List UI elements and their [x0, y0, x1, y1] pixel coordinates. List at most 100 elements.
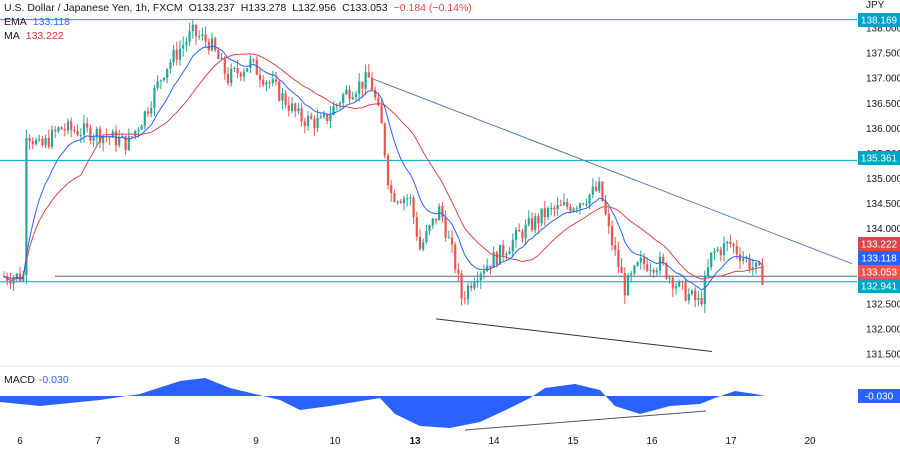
trendlines: [370, 77, 853, 352]
low-value: L132.956: [292, 2, 337, 14]
candle-body: [278, 81, 281, 101]
candle: [524, 219, 527, 246]
candle-body: [582, 203, 585, 205]
candle-body: [12, 277, 15, 284]
candle: [220, 53, 223, 60]
candle: [630, 270, 633, 282]
candle-body: [601, 181, 604, 201]
candle: [537, 213, 540, 232]
candle-body: [198, 36, 201, 38]
candle: [214, 36, 217, 52]
candle: [178, 40, 182, 66]
symbol-title[interactable]: U.S. Dollar / Japanese Yen, 1h, FXCM: [4, 2, 183, 14]
candle-body: [86, 123, 89, 128]
candle-body: [684, 282, 687, 301]
candle-body: [706, 267, 710, 277]
candle: [294, 102, 297, 118]
candle: [703, 270, 706, 313]
candle: [585, 198, 588, 208]
candle: [684, 278, 687, 302]
candle-body: [207, 41, 210, 51]
candle-body: [178, 48, 182, 60]
candle-body: [310, 115, 313, 119]
candle-body: [242, 71, 246, 77]
candle-body: [735, 246, 738, 255]
candle: [383, 122, 386, 159]
ma-value: 133.222: [25, 30, 64, 42]
horizontal-levels: [0, 19, 857, 283]
candle: [38, 134, 41, 143]
candle: [751, 258, 754, 276]
candle-body: [569, 206, 572, 212]
candle: [393, 190, 396, 203]
candle-body: [265, 82, 268, 85]
candle: [438, 203, 441, 221]
candle: [534, 213, 537, 234]
candle: [543, 200, 546, 226]
candle: [412, 195, 415, 225]
candle-body: [697, 298, 700, 301]
candle: [310, 112, 313, 120]
candle: [566, 198, 569, 211]
candle-body: [287, 104, 290, 111]
candle-body: [364, 72, 367, 89]
candle: [326, 113, 329, 125]
ma-legend[interactable]: MA 133.222: [4, 29, 472, 43]
candle-body: [393, 193, 396, 202]
candle: [511, 233, 514, 258]
macd-legend[interactable]: MACD -0.030: [4, 374, 69, 386]
candle: [396, 200, 399, 205]
candle: [614, 237, 617, 256]
candle-body: [694, 290, 697, 301]
candle-body: [201, 34, 204, 37]
candle: [306, 111, 310, 131]
candle-body: [668, 277, 671, 279]
candle-body: [700, 298, 703, 305]
candle: [367, 63, 370, 78]
candle-body: [607, 214, 610, 227]
y-tick-label: 136.000: [866, 124, 900, 135]
candle: [169, 58, 172, 74]
candle: [550, 202, 553, 216]
candle-body: [732, 243, 735, 247]
candle: [726, 240, 729, 252]
candle-body: [665, 263, 668, 279]
candle: [546, 206, 550, 221]
candle-body: [28, 138, 31, 142]
candle: [76, 124, 79, 137]
candle-body: [662, 256, 665, 264]
candle: [681, 280, 684, 290]
candle-body: [524, 224, 527, 239]
ema-legend[interactable]: EMA 133.118: [4, 15, 472, 29]
trendline-upper: [370, 77, 853, 265]
candle: [322, 110, 326, 119]
x-tick-label: 14: [488, 436, 500, 447]
candle: [518, 223, 521, 232]
candle-body: [761, 264, 764, 285]
candle: [508, 246, 511, 255]
candle-body: [649, 270, 652, 272]
candle: [166, 68, 169, 84]
candle: [722, 236, 726, 262]
candle: [495, 250, 498, 268]
candle: [297, 102, 300, 115]
candle-body: [502, 244, 505, 256]
candle-body: [41, 138, 44, 146]
candle: [9, 272, 12, 289]
candle-body: [66, 121, 70, 131]
y-tick-label: 134.500: [866, 199, 900, 210]
candle-body: [274, 79, 278, 82]
candle-body: [79, 135, 82, 137]
candle-body: [319, 116, 322, 118]
candle-body: [134, 130, 137, 137]
candle: [674, 282, 678, 295]
candle-body: [370, 77, 374, 90]
y-tick-label: 132.500: [866, 299, 900, 310]
candle-body: [604, 200, 607, 215]
candle: [598, 176, 601, 194]
candle: [498, 244, 502, 265]
candle: [102, 135, 105, 152]
close-value: C133.053: [342, 2, 388, 14]
candle-body: [431, 218, 434, 226]
